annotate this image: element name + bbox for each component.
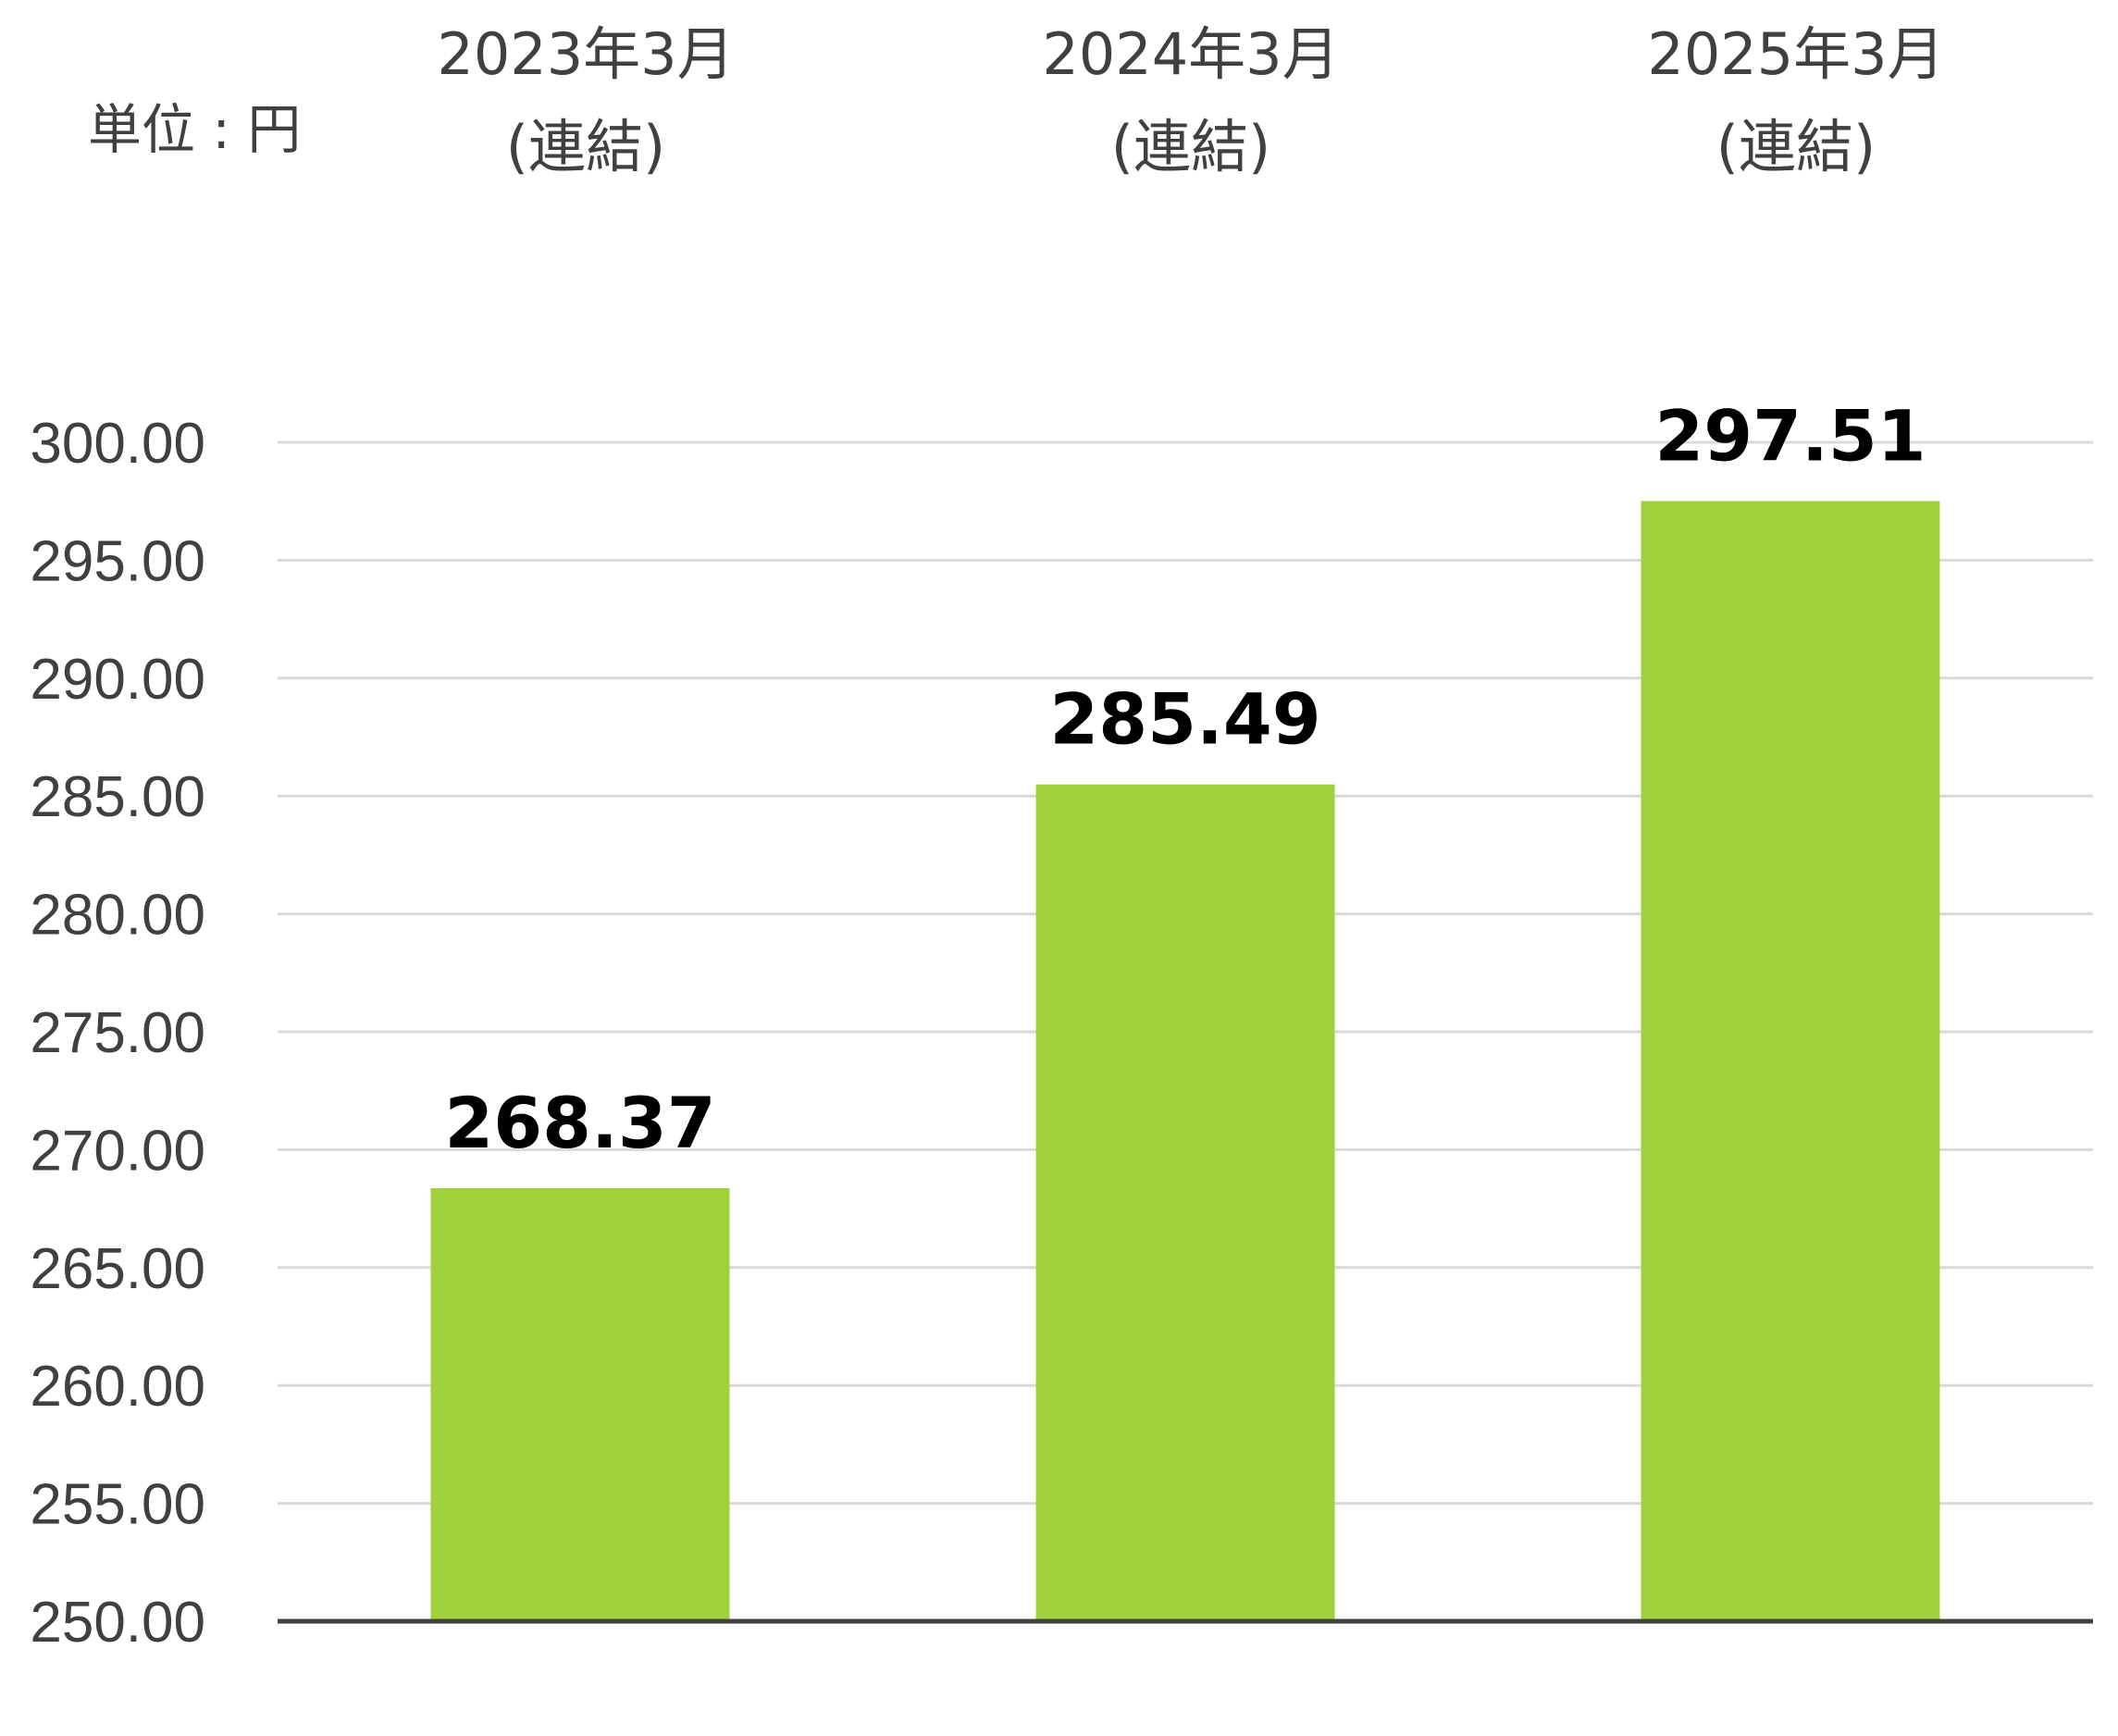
unit-label: 単位 : 円: [88, 98, 301, 161]
y-tick-label: 290.00: [30, 648, 205, 712]
bar: [1035, 784, 1335, 1621]
y-tick-label: 285.00: [30, 765, 205, 829]
y-tick-label: 265.00: [30, 1237, 205, 1301]
category-label-line1: 2025年3月: [1647, 20, 1944, 88]
y-tick-label: 275.00: [30, 1001, 205, 1065]
y-tick-label: 300.00: [30, 412, 205, 476]
category-label-line2: (連結): [1716, 113, 1876, 180]
y-tick-label: 295.00: [30, 529, 205, 593]
y-tick-label: 280.00: [30, 884, 205, 948]
data-label: 297.51: [1654, 394, 1926, 477]
labels: 250.00 255.00 260.00 265.00 270.00 275.00 280.…: [30, 20, 1944, 1655]
y-tick-label: 255.00: [30, 1473, 205, 1537]
data-label: 285.49: [1049, 678, 1320, 761]
y-tick-label: 270.00: [30, 1119, 205, 1183]
bars: [430, 501, 1940, 1621]
y-tick-label: 250.00: [30, 1591, 205, 1655]
y-tick-label: 260.00: [30, 1355, 205, 1419]
category-label-line2: (連結): [506, 113, 665, 180]
bar: [430, 1187, 730, 1621]
data-label: 268.37: [444, 1082, 715, 1164]
category-label-line2: (連結): [1111, 113, 1270, 180]
category-label-line1: 2023年3月: [437, 20, 734, 88]
category-label-line1: 2024年3月: [1042, 20, 1339, 88]
bar: [1641, 501, 1940, 1621]
